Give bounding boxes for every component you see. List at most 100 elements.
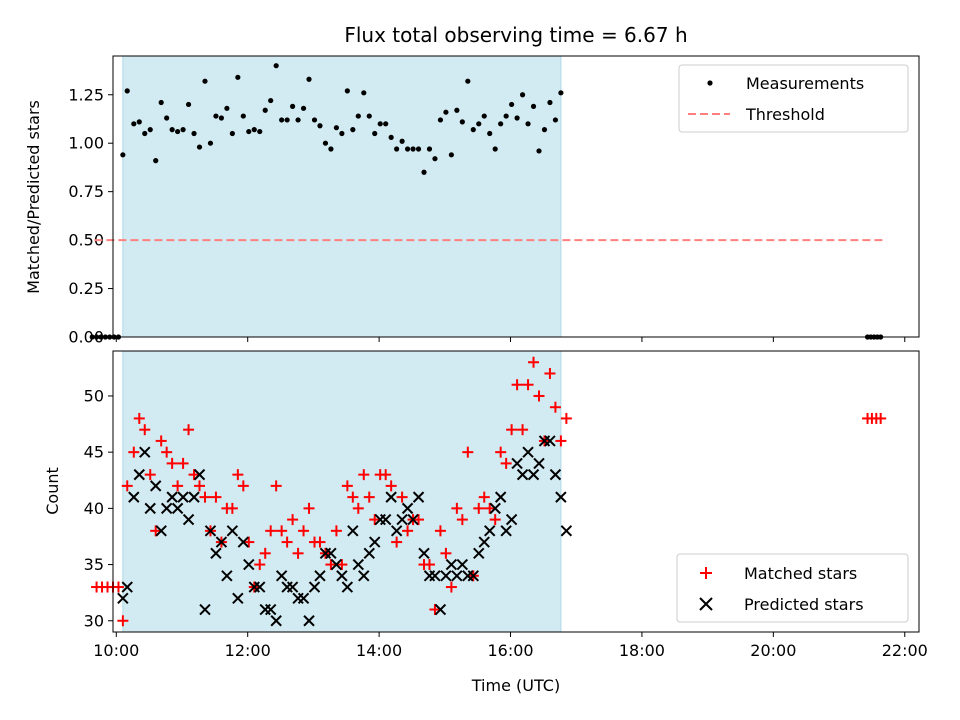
matched-star-point	[303, 502, 315, 514]
matched-star-point	[161, 446, 173, 458]
top-legend-box	[678, 64, 909, 133]
measurement-point	[481, 113, 487, 119]
predicted-star-point	[489, 502, 501, 515]
measurement-point	[344, 88, 350, 94]
measurement-point	[498, 121, 504, 127]
predicted-star-point	[325, 547, 337, 560]
matched-star-point	[112, 581, 124, 593]
measurement-point	[120, 152, 126, 158]
matched-star-point	[210, 491, 222, 503]
matched-star-point	[128, 446, 140, 458]
measurement-point	[388, 134, 394, 140]
matched-star-point	[462, 446, 474, 458]
measurement-point	[124, 88, 130, 94]
predicted-star-point	[144, 502, 156, 515]
matched-star-point	[413, 514, 425, 526]
predicted-star-point	[171, 502, 184, 515]
predicted-star-point	[155, 525, 167, 537]
predicted-star-point	[275, 570, 288, 582]
matched-star-point	[522, 379, 534, 391]
matched-star-point	[506, 424, 518, 436]
matched-star-point	[183, 424, 195, 436]
bottom-legend: Matched stars Predicted stars	[676, 553, 909, 623]
predicted-star-point	[270, 615, 282, 627]
matched-star-point	[150, 525, 162, 537]
predicted-star-point	[341, 581, 354, 593]
matched-star-point	[489, 514, 501, 526]
measurement-point	[180, 127, 186, 133]
matched-star-point	[144, 469, 156, 481]
matched-star-point	[429, 604, 441, 616]
measurement-point	[164, 115, 170, 121]
predicted-star-point	[473, 547, 485, 560]
predicted-star-point	[264, 603, 277, 616]
matched-star-point	[121, 480, 133, 492]
predicted-star-point	[451, 570, 463, 582]
measurement-point	[383, 121, 389, 127]
measurement-point	[394, 146, 400, 152]
legend-predicted-label: Predicted stars	[744, 595, 864, 614]
measurement-point	[218, 115, 225, 121]
measurement-point	[169, 127, 175, 133]
predicted-star-point	[336, 570, 348, 582]
matched-star-point	[875, 412, 887, 424]
measurement-point	[142, 130, 148, 137]
predicted-star-point	[522, 446, 534, 458]
matched-star-point	[347, 491, 359, 503]
top-y-tick-label: 0.50	[68, 231, 104, 250]
predicted-star-point	[445, 558, 458, 571]
measurement-point	[224, 105, 230, 111]
bottom-axes-frame	[112, 350, 920, 633]
matched-star-point	[528, 356, 540, 368]
matched-star-point	[254, 559, 266, 571]
bottom-legend-box	[676, 553, 909, 623]
predicted-star-point	[303, 615, 315, 627]
predicted-star-point	[308, 581, 321, 593]
measurement-point	[289, 103, 296, 109]
figure-title: Flux total observing time = 6.67 h	[344, 23, 687, 47]
matched-star-point	[232, 469, 244, 481]
matched-star-point	[549, 401, 561, 413]
matched-star-point	[544, 367, 556, 379]
matched-star-point	[352, 502, 364, 514]
predicted-star-point	[204, 525, 217, 537]
matched-star-point	[188, 469, 200, 481]
predicted-star-point	[369, 536, 381, 548]
matched-star-point	[330, 525, 342, 537]
predicted-star-point	[511, 457, 523, 470]
predicted-star-point	[128, 491, 140, 503]
measurement-point	[465, 78, 471, 84]
measurement-point	[459, 119, 465, 125]
matched-star-point	[265, 525, 277, 537]
matched-star-point	[423, 559, 435, 571]
measurement-point	[89, 334, 95, 340]
predicted-star-point	[434, 603, 447, 616]
legend-matched-marker	[700, 567, 712, 579]
matched-star-point	[237, 480, 249, 492]
predicted-star-point	[544, 435, 556, 447]
predicted-star-point	[133, 468, 145, 481]
predicted-star-point	[177, 491, 189, 503]
matched-star-point	[402, 525, 414, 537]
matched-star-point	[385, 480, 397, 492]
measurement-point	[487, 130, 493, 137]
x-tick-label: 18:00	[619, 641, 665, 660]
predicted-star-point	[347, 525, 359, 537]
matched-star-point	[139, 424, 151, 436]
matched-star-point	[517, 424, 529, 436]
predicted-star-point	[363, 547, 375, 560]
predicted-star-point	[226, 525, 239, 537]
top-panel: 0.00 0.25 0.50 0.75 1.00 1.25 Matched/Predict…	[24, 55, 920, 347]
measurement-point	[377, 121, 383, 127]
top-axes-frame	[112, 55, 920, 338]
measurement-point	[284, 117, 290, 123]
measurement-point	[552, 117, 559, 123]
predicted-star-point	[456, 558, 469, 571]
measurement-point	[131, 121, 137, 127]
measurement-point	[262, 107, 268, 113]
matched-star-point	[314, 536, 326, 548]
measurement-point	[339, 130, 345, 137]
measurement-point	[437, 117, 444, 123]
predicted-star-point	[237, 536, 250, 548]
